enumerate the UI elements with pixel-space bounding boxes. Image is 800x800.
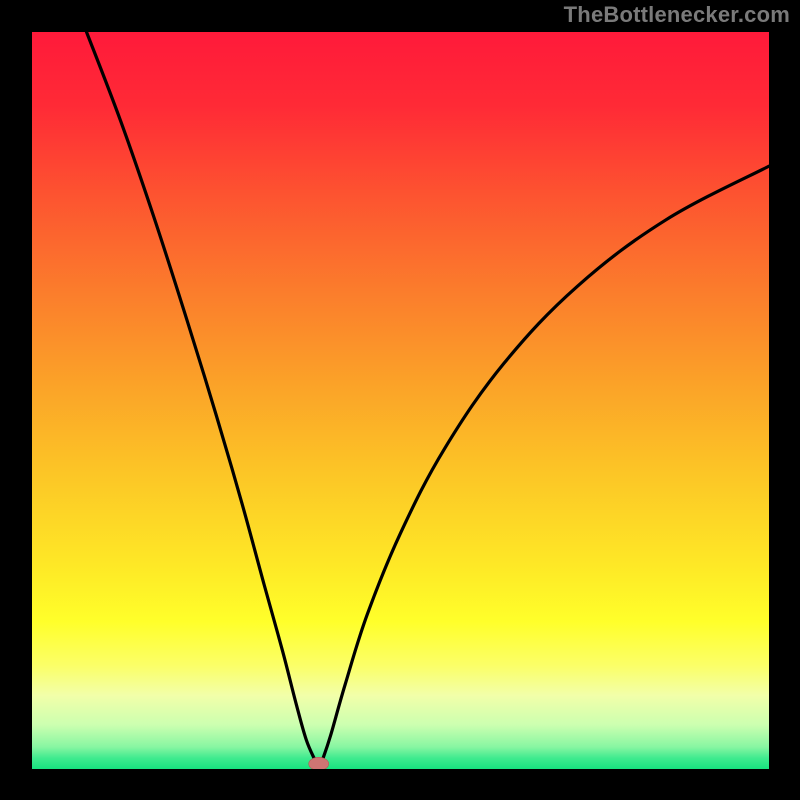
minimum-marker bbox=[309, 757, 329, 769]
curve-right-branch bbox=[322, 166, 769, 760]
chart-container: TheBottlenecker.com bbox=[0, 0, 800, 800]
watermark-text: TheBottlenecker.com bbox=[564, 2, 790, 28]
curve-left-branch bbox=[87, 32, 315, 760]
bottleneck-curve bbox=[32, 32, 769, 769]
plot-area bbox=[32, 32, 769, 769]
